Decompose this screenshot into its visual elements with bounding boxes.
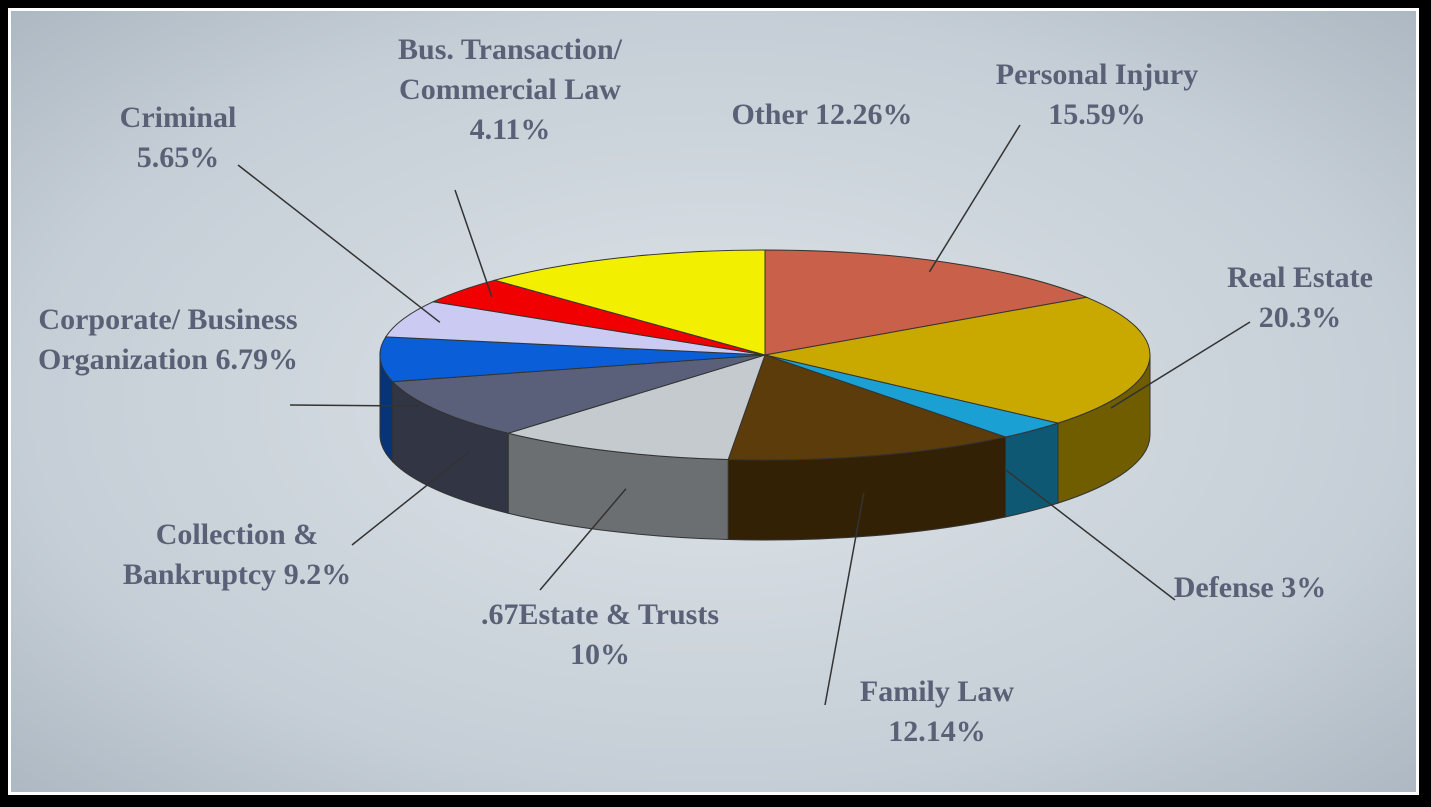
category-label: Bus. Transaction/ Commercial Law: [398, 33, 622, 106]
leader-line: [289, 404, 419, 407]
leader-line: [1005, 469, 1176, 601]
value-label: 15.59%: [1048, 98, 1146, 131]
leader-line: [824, 492, 865, 706]
value-label: 12.26%: [815, 98, 913, 131]
slice-label: Personal Injury 15.59%: [947, 55, 1247, 135]
category-label: Corporate/ Business Organization: [38, 303, 298, 376]
leader-line: [454, 189, 493, 298]
value-label: 20.3%: [1258, 301, 1342, 334]
slice: [384, 301, 766, 356]
category-label: Family Law: [859, 675, 1015, 708]
leader-line: [351, 450, 470, 546]
leader-line: [928, 124, 1021, 273]
slice-label: Corporate/ Business Organization 6.79%: [28, 300, 308, 380]
value-label: 12.14%: [888, 715, 986, 748]
leader-line: [237, 164, 441, 323]
value-label: 4.11%: [469, 113, 551, 146]
value-label: 5.65%: [136, 141, 220, 174]
value-label: 9.2%: [283, 558, 352, 591]
category-label: Defense: [1173, 571, 1274, 604]
slice-label: Collection & Bankruptcy 9.2%: [107, 515, 367, 595]
slice-side: [1004, 422, 1059, 518]
category-label: Collection & Bankruptcy: [122, 518, 319, 591]
slice-label: .67Estate & Trusts 10%: [480, 595, 720, 675]
slice-label: Defense 3%: [1170, 568, 1330, 608]
slice-label: Family Law 12.14%: [817, 672, 1057, 752]
slice: [391, 354, 766, 434]
slice: [492, 249, 766, 356]
category-label: Other: [731, 98, 808, 131]
slice: [727, 354, 1008, 461]
slice-label: Criminal 5.65%: [78, 98, 278, 178]
category-label: Personal Injury: [995, 58, 1199, 91]
category-label: Criminal: [119, 101, 237, 134]
slice-label: Bus. Transaction/ Commercial Law 4.11%: [370, 30, 650, 150]
slice-label: Other 12.26%: [722, 95, 922, 135]
slice: [764, 296, 1151, 424]
value-label: 6.79%: [215, 343, 299, 376]
slice: [379, 336, 766, 383]
value-label: 10%: [570, 638, 630, 671]
slice-label: Real Estate 20.3%: [1190, 258, 1410, 338]
category-label: Real Estate: [1227, 261, 1373, 294]
value-label: 3%: [1281, 571, 1327, 604]
slice: [506, 354, 766, 461]
slice: [764, 249, 1089, 356]
leader-line: [539, 488, 627, 591]
category-label: .67Estate & Trusts: [480, 598, 720, 631]
leader-line: [1110, 321, 1251, 409]
